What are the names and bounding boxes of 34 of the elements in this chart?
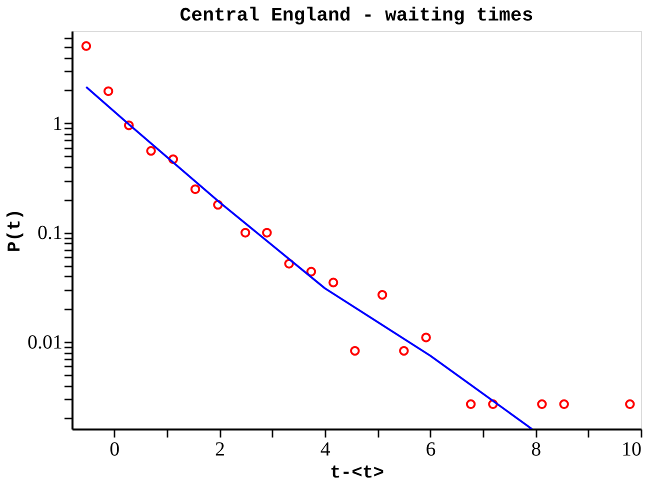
- x-tick-label: 4: [320, 438, 330, 460]
- point: [625, 399, 635, 410]
- point: [240, 228, 250, 238]
- point: [399, 346, 409, 356]
- point: [124, 120, 134, 130]
- x-tick-label: 2: [215, 438, 226, 460]
- chart-title: Central England - waiting times: [180, 4, 534, 26]
- y-axis-title: P(t): [6, 208, 26, 252]
- y-tick-label: 0.01: [28, 332, 62, 354]
- point: [306, 266, 316, 277]
- x-tick-label: 6: [426, 438, 436, 460]
- point: [213, 200, 223, 210]
- point: [190, 184, 200, 194]
- x-tick-label: 10: [622, 438, 642, 460]
- point: [81, 41, 92, 51]
- line-series: [85, 86, 533, 429]
- point: [328, 278, 338, 288]
- x-tick-label: 8: [531, 438, 542, 460]
- point: [466, 399, 476, 410]
- point: [537, 399, 547, 410]
- point: [559, 399, 569, 410]
- point: [146, 146, 156, 156]
- point: [262, 228, 272, 238]
- point: [103, 86, 114, 96]
- point: [488, 399, 498, 410]
- point: [284, 258, 294, 269]
- point: [168, 154, 178, 164]
- y-tick-label: 0.1: [38, 222, 62, 244]
- x-tick-label: 0: [110, 438, 120, 460]
- point: [350, 346, 360, 356]
- y-tick-label: 1: [52, 112, 62, 135]
- x-axis-title: t-<t>: [330, 464, 384, 482]
- point: [421, 332, 431, 342]
- point: [377, 290, 388, 300]
